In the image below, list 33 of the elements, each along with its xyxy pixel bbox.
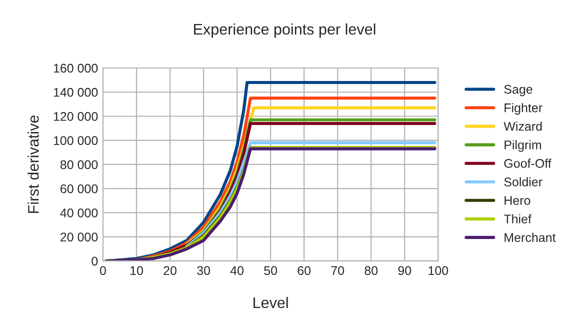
legend-label: Pilgrim bbox=[504, 140, 542, 152]
y-tick-label: 20 000 bbox=[60, 232, 98, 242]
x-tick-label: 60 bbox=[298, 266, 311, 276]
legend-label: Sage bbox=[504, 84, 532, 96]
x-axis-title: Level bbox=[254, 296, 288, 308]
legend-label: Wizard bbox=[504, 122, 542, 131]
legend-label: Fighter bbox=[504, 103, 542, 115]
y-tick-label: 160 000 bbox=[54, 64, 98, 73]
x-tick-label: 30 bbox=[197, 266, 210, 276]
x-tick-label: 70 bbox=[331, 266, 344, 276]
y-tick-label: 80 000 bbox=[60, 160, 98, 170]
legend-label: Thief bbox=[504, 214, 532, 224]
x-tick-label: 100 bbox=[428, 266, 448, 276]
y-tick-label: 120 000 bbox=[54, 112, 98, 121]
legend-label: Goof-Off bbox=[504, 158, 552, 168]
x-tick-label: 50 bbox=[264, 266, 278, 276]
x-tick-label: 10 bbox=[130, 266, 143, 276]
y-tick-label: 60 000 bbox=[60, 184, 98, 194]
x-tick-label: 0 bbox=[100, 266, 106, 276]
legend-label: Soldier bbox=[504, 177, 542, 186]
x-tick-label: 80 bbox=[364, 266, 378, 276]
y-tick-label: 140 000 bbox=[54, 88, 98, 97]
y-tick-label: 0 bbox=[92, 256, 98, 266]
y-axis-title: First derivative bbox=[28, 115, 39, 213]
x-tick-label: 20 bbox=[164, 266, 176, 276]
chart-title: Experience points per level bbox=[194, 23, 376, 38]
x-tick-label: 40 bbox=[230, 266, 244, 276]
legend-label: Merchant bbox=[504, 232, 556, 242]
x-tick-label: 90 bbox=[398, 266, 412, 276]
y-tick-label: 40 000 bbox=[60, 208, 98, 218]
y-tick-label: 100 000 bbox=[54, 136, 98, 146]
legend-label: Hero bbox=[504, 196, 530, 205]
line-series bbox=[185, 141, 436, 248]
